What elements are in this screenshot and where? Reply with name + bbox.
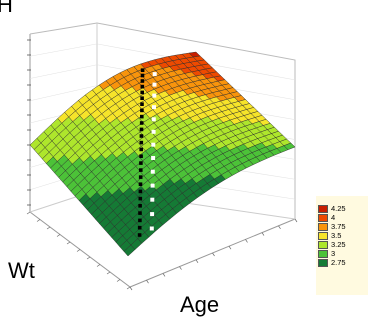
data-point — [139, 140, 144, 145]
data-point — [138, 204, 142, 208]
data-point — [140, 84, 145, 89]
data-point — [140, 73, 145, 78]
data-point — [139, 161, 143, 165]
data-point — [152, 93, 157, 98]
axis-tick — [129, 286, 133, 291]
data-point — [138, 196, 143, 201]
legend-swatch — [318, 250, 328, 258]
legend: 4.25 4 3.75 3.5 3.25 3 2.75 — [316, 196, 368, 295]
grid-line — [29, 64, 98, 79]
legend-entry: 3.5 — [316, 231, 368, 241]
axis-tick — [195, 259, 199, 263]
data-point — [150, 197, 155, 202]
data-point — [138, 175, 143, 179]
axis-tick — [116, 279, 121, 282]
data-point — [137, 225, 142, 230]
data-point — [138, 218, 142, 223]
axis-tick — [26, 211, 31, 215]
legend-swatch — [318, 205, 328, 213]
legend-entry: 4 — [316, 213, 368, 223]
legend-swatch — [318, 259, 328, 267]
data-point — [151, 117, 156, 122]
grid-line — [29, 43, 98, 57]
axis-tick — [179, 266, 182, 270]
data-point — [150, 183, 155, 188]
data-point — [140, 108, 144, 113]
axis-tick — [278, 225, 281, 229]
y-axis-label: Wt — [8, 258, 35, 283]
axis-tick — [146, 280, 149, 284]
axis-tick — [86, 256, 91, 260]
data-point — [150, 169, 155, 174]
legend-swatch — [318, 214, 328, 222]
legend-label: 3.25 — [331, 240, 346, 249]
data-point — [152, 72, 157, 77]
data-point — [139, 154, 143, 158]
data-point — [139, 121, 144, 125]
legend-label: 3.5 — [331, 231, 342, 240]
data-point — [139, 168, 143, 172]
data-point — [140, 96, 144, 100]
axis-tick — [212, 252, 215, 257]
axis-tick — [46, 226, 51, 230]
data-point — [151, 156, 156, 160]
data-point — [139, 127, 144, 132]
axis-tick — [245, 239, 248, 243]
legend-swatch — [318, 223, 328, 231]
legend-swatch — [318, 232, 328, 240]
data-point — [139, 147, 143, 152]
data-point — [138, 182, 143, 186]
data-point — [140, 114, 144, 119]
data-point — [140, 102, 144, 106]
grid-line — [29, 85, 98, 102]
data-point — [140, 90, 144, 95]
legend-label: 4 — [331, 213, 336, 222]
axis-tick — [66, 241, 71, 245]
data-point — [150, 212, 155, 217]
axis-tick — [126, 286, 131, 290]
data-point — [140, 68, 145, 72]
axis-tick — [228, 246, 232, 250]
data-point — [138, 211, 142, 215]
data-point — [149, 226, 154, 231]
data-point — [139, 134, 144, 138]
legend-label: 4.25 — [331, 204, 346, 213]
data-point — [140, 79, 145, 83]
data-points — [137, 68, 157, 237]
data-point — [152, 105, 156, 110]
axis-tick — [106, 271, 111, 275]
axis-tick — [76, 249, 81, 252]
axis-tick — [261, 232, 265, 236]
legend-swatch — [318, 241, 328, 249]
legend-entry: 3.25 — [316, 240, 368, 250]
legend-entry: 2.75 — [316, 258, 368, 268]
data-point — [151, 142, 156, 147]
axis-tick — [162, 273, 166, 277]
surface-cell — [283, 142, 296, 150]
data-point — [138, 189, 143, 194]
axis-tick — [294, 218, 298, 223]
legend-entry: 4.25 — [316, 204, 368, 214]
legend-entry: 3 — [316, 249, 368, 259]
axis-tick — [96, 264, 101, 267]
data-point — [137, 233, 142, 237]
axis-tick — [56, 234, 61, 237]
x-axis-label: Age — [180, 292, 220, 317]
legend-label: 2.75 — [331, 258, 346, 267]
z-axis-label: H — [0, 0, 13, 17]
legend-label: 3 — [331, 249, 336, 258]
data-point — [152, 82, 157, 87]
axis-tick — [36, 219, 41, 222]
data-point — [151, 129, 156, 134]
legend-entry: 3.75 — [316, 222, 368, 232]
legend-label: 3.75 — [331, 222, 346, 231]
response-surface — [29, 51, 296, 257]
